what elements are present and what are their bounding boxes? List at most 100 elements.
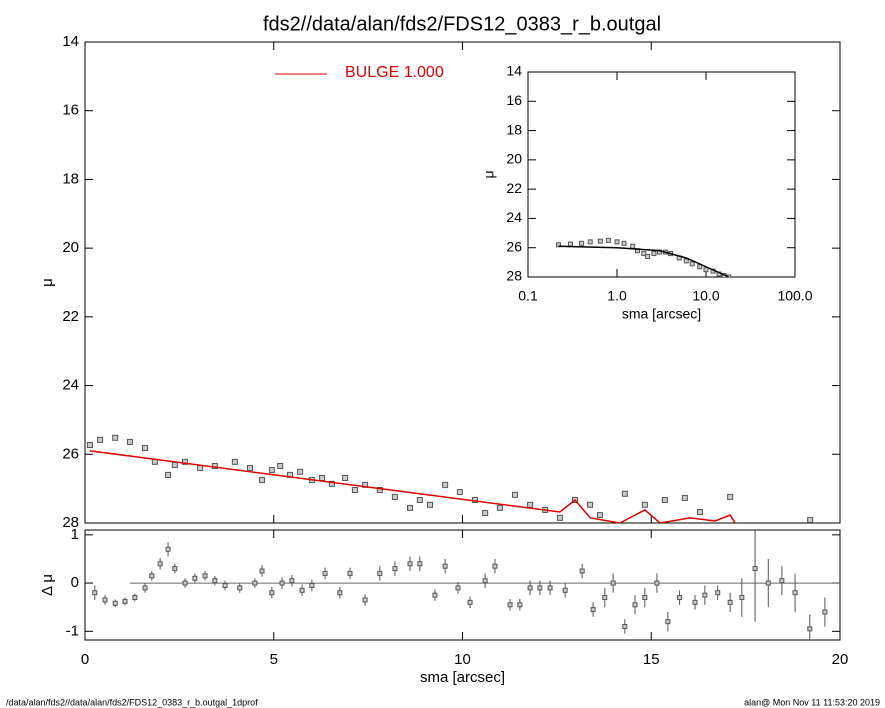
data-point (165, 471, 172, 478)
data-point (149, 573, 155, 579)
data-point (407, 561, 413, 567)
model-line (558, 245, 730, 277)
data-point (407, 504, 414, 511)
data-point (377, 570, 383, 576)
data-point (641, 251, 647, 257)
data-point (252, 580, 258, 586)
data-point (614, 239, 620, 245)
data-point (665, 619, 671, 625)
data-point (337, 590, 343, 596)
data-point (92, 590, 98, 596)
data-point (309, 582, 315, 588)
data-point (376, 487, 383, 494)
data-point (610, 580, 616, 586)
data-point (432, 592, 438, 598)
data-point (197, 465, 204, 472)
data-point (391, 493, 398, 500)
data-point (621, 490, 628, 497)
y-tick-label: 22 (506, 180, 522, 196)
data-point (482, 510, 489, 517)
data-point (289, 578, 295, 584)
data-point (622, 623, 628, 629)
data-point (702, 592, 708, 598)
data-point (822, 609, 828, 615)
model-line (89, 450, 736, 523)
data-point (765, 580, 771, 586)
x-tick-label: 1.0 (607, 288, 627, 304)
data-point (268, 467, 275, 474)
chart-title: fds2//data/alan/fds2/FDS12_0383_r_b.outg… (263, 13, 661, 35)
data-point (739, 595, 745, 601)
data-point (277, 462, 284, 469)
data-point (182, 580, 188, 586)
data-point (727, 493, 734, 500)
data-point (157, 561, 163, 567)
data-point (165, 546, 171, 552)
data-point (427, 501, 434, 508)
data-point (567, 241, 573, 247)
data-point (696, 509, 703, 516)
data-point (556, 514, 563, 521)
data-point (562, 587, 568, 593)
y-tick-label: 26 (62, 445, 79, 462)
x-tick-label: 20 (832, 651, 849, 668)
data-point (632, 602, 638, 608)
y-tick-label: 16 (506, 92, 522, 108)
x-tick-label: 5 (270, 651, 278, 668)
x-tick-label: 10 (454, 651, 471, 668)
y-tick-label: 22 (62, 308, 79, 325)
y-tick-label: 18 (62, 170, 79, 187)
data-point (547, 585, 553, 591)
data-point (726, 274, 732, 277)
y-axis-label: μ (39, 278, 56, 287)
data-point (172, 566, 178, 572)
y-axis-label: Δ μ (39, 574, 56, 596)
data-point (579, 240, 585, 246)
data-point (142, 445, 149, 452)
data-point (641, 501, 648, 508)
data-point (122, 598, 128, 604)
data-point (651, 251, 657, 257)
data-point (86, 442, 93, 449)
y-tick-label: 28 (62, 514, 79, 531)
data-point (442, 481, 449, 488)
data-point (97, 436, 104, 443)
y-tick-label: 26 (506, 238, 522, 254)
y-tick-label: 1 (71, 526, 79, 543)
data-point (727, 599, 733, 605)
data-point (492, 563, 498, 569)
data-point (630, 243, 636, 249)
x-tick-label: 0.1 (518, 288, 538, 304)
y-tick-label: 20 (506, 151, 522, 167)
data-point (102, 597, 108, 603)
data-point (587, 239, 593, 245)
y-tick-label: 20 (62, 239, 79, 256)
data-point (689, 261, 695, 267)
legend-label: BULGE 1.000 (345, 64, 444, 81)
data-point (279, 580, 285, 586)
data-point (126, 438, 133, 445)
data-point (442, 563, 448, 569)
y-axis-label: μ (481, 170, 497, 178)
y-tick-label: 14 (62, 33, 79, 50)
data-point (417, 561, 423, 567)
y-tick-label: 24 (506, 209, 522, 225)
data-point (202, 573, 208, 579)
x-axis-label: sma [arcsec] (420, 669, 505, 686)
plot-area (86, 434, 814, 523)
data-point (602, 595, 608, 601)
data-point (496, 504, 503, 511)
y-tick-label: -1 (66, 622, 79, 639)
data-point (587, 501, 594, 508)
data-point (507, 602, 513, 608)
data-point (416, 496, 423, 503)
data-point (212, 578, 218, 584)
data-point (347, 570, 353, 576)
data-point (211, 462, 218, 469)
data-point (182, 458, 189, 465)
data-point (342, 474, 349, 481)
data-point (703, 267, 709, 273)
data-point (715, 590, 721, 596)
data-point (590, 607, 596, 613)
